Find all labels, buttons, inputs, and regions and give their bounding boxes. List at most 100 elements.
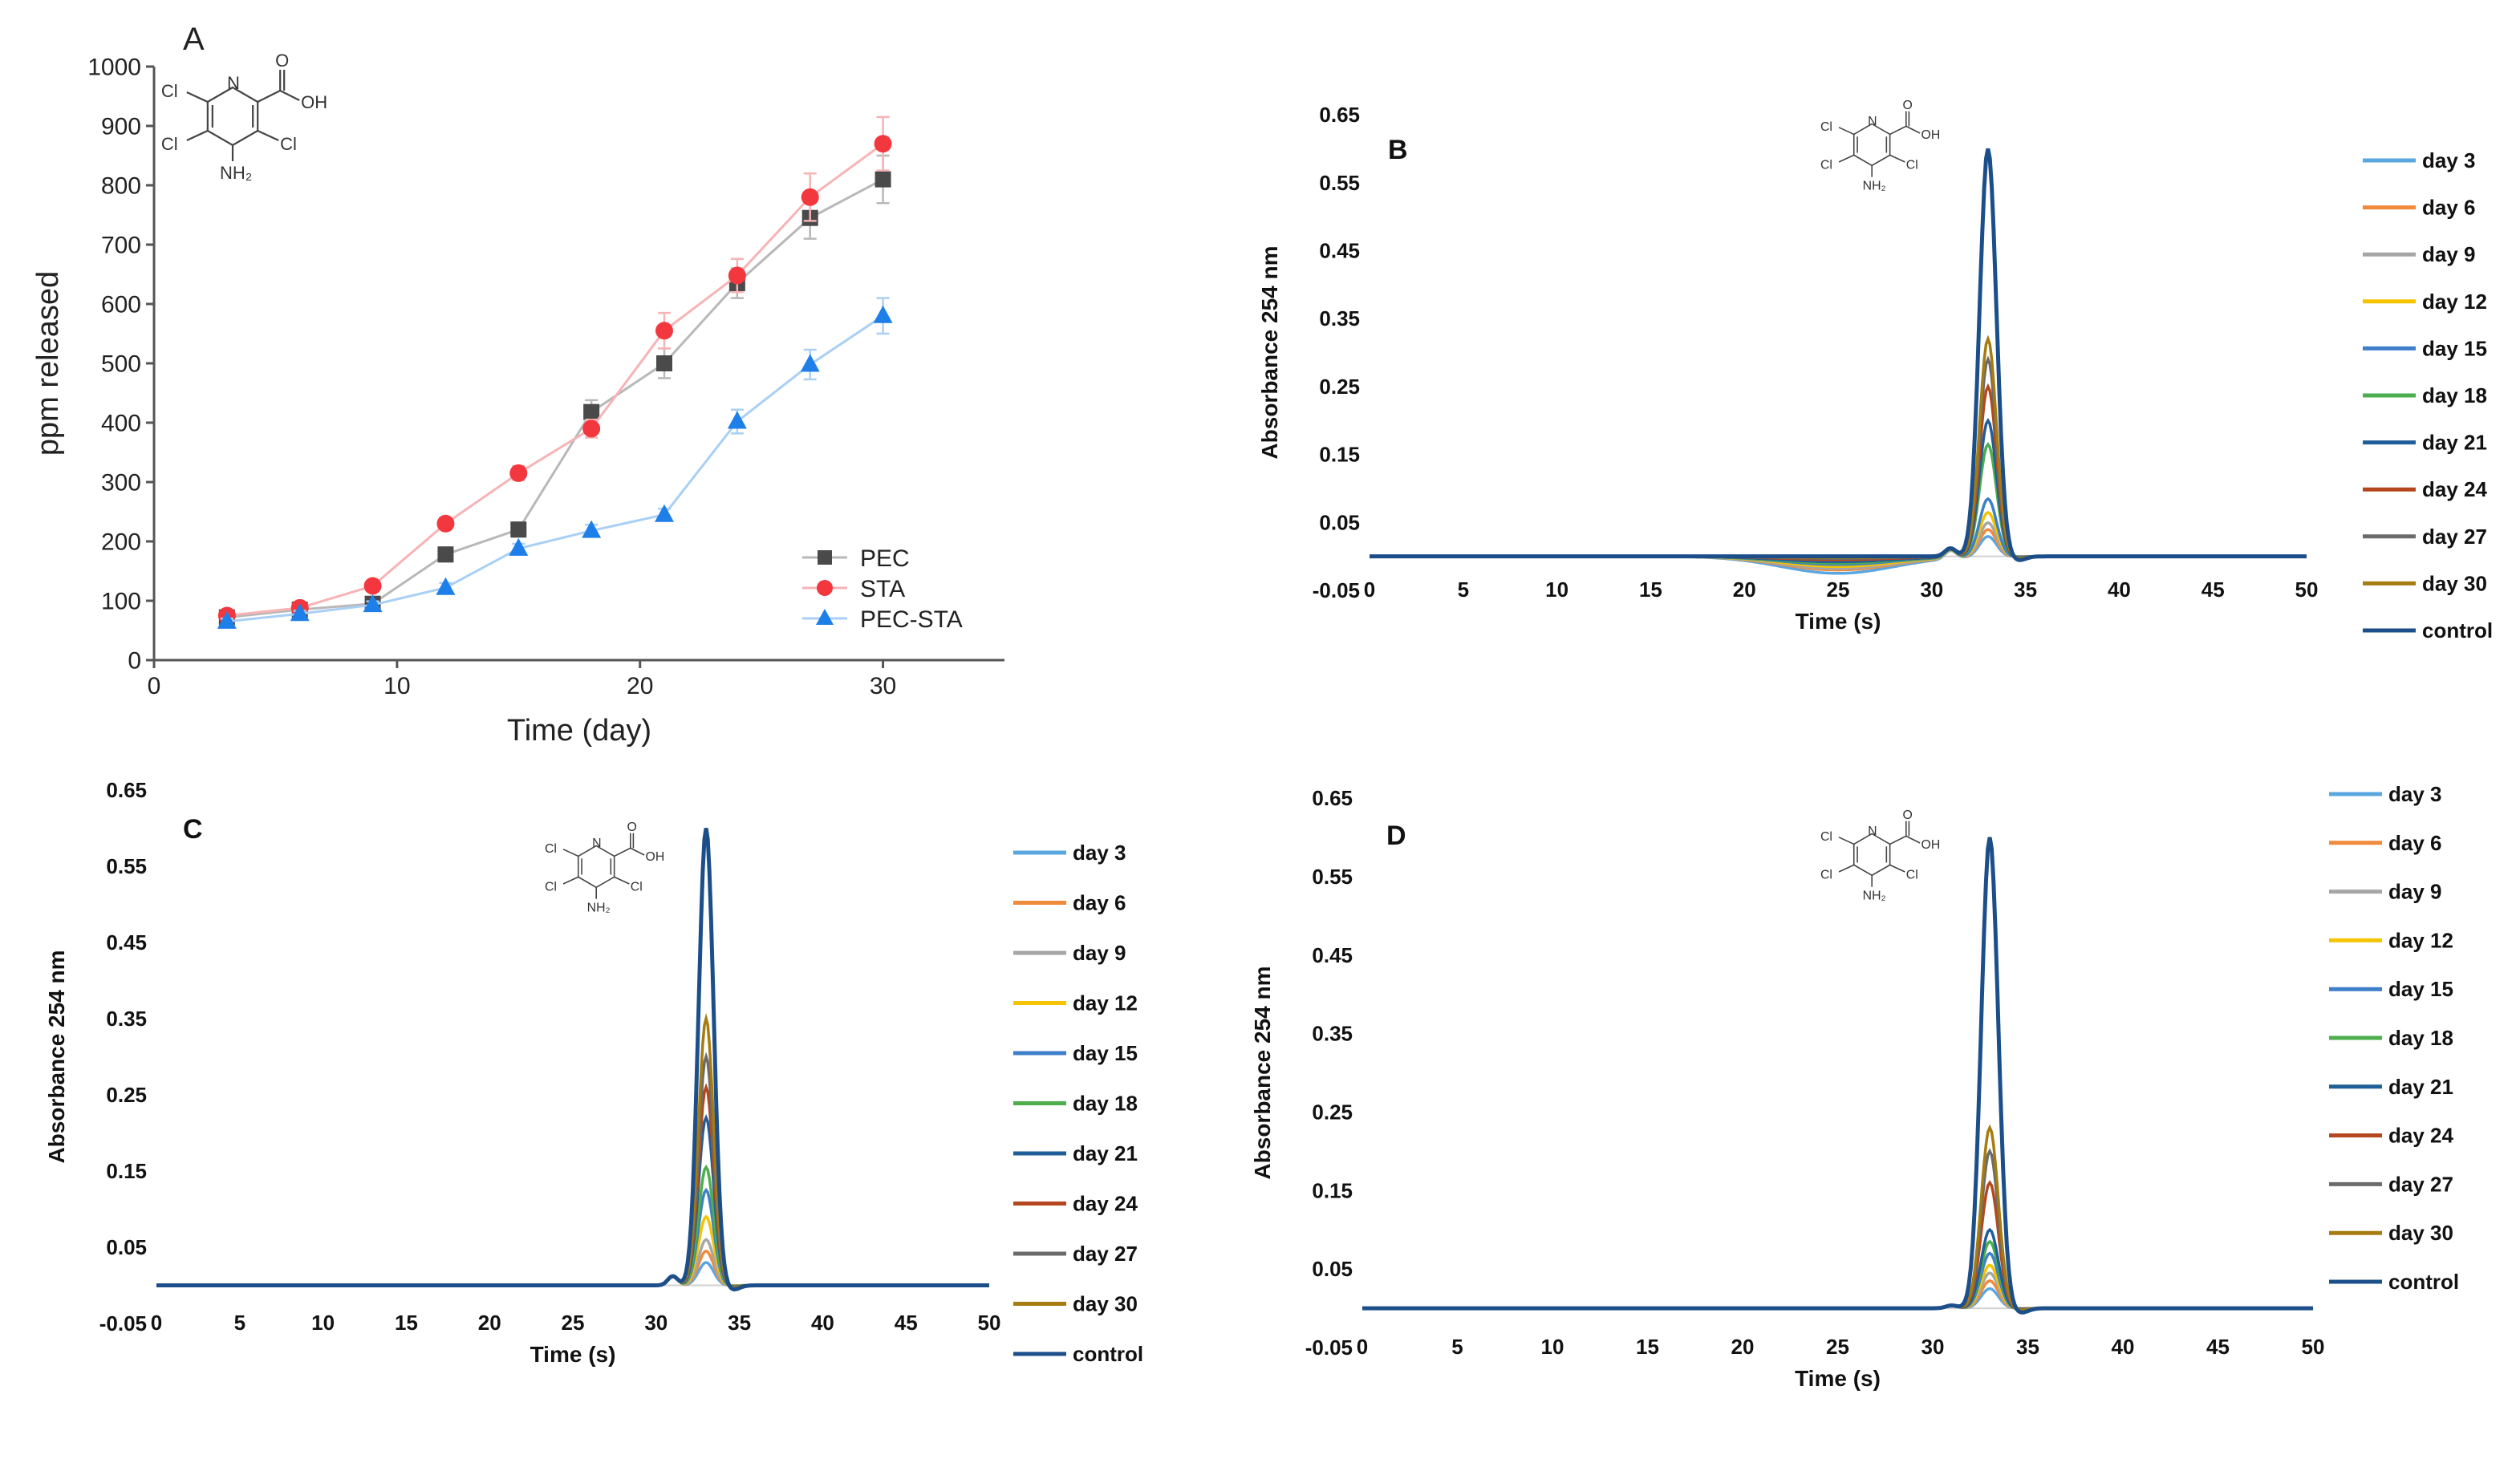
x-axis-label: Time (day) [507, 714, 651, 748]
y-tick-label: 600 [101, 292, 141, 318]
data-point [582, 520, 602, 538]
molecule-cl-label: Cl [1906, 869, 1918, 882]
legend-item: day 24 [2329, 1124, 2453, 1148]
y-axis-label: Absorbance 254 nm [1250, 966, 1275, 1179]
data-point [509, 464, 528, 482]
y-tick-label: 0.15 [1312, 1178, 1353, 1202]
molecule-n-label: N [227, 73, 240, 93]
x-tick-label: 0 [1364, 578, 1375, 602]
legend-item: day 3 [2363, 148, 2476, 172]
molecule-oh-label: OH [646, 850, 665, 864]
legend-label: day 18 [2422, 383, 2487, 407]
legend-item: control [2363, 618, 2493, 642]
x-tick-label: 50 [2302, 1335, 2325, 1359]
legend-item: day 18 [1013, 1092, 1138, 1116]
legend-item: day 12 [2329, 928, 2453, 952]
x-tick-label: 5 [1458, 578, 1469, 602]
data-point [363, 594, 383, 613]
y-tick-label: 500 [101, 351, 141, 378]
y-tick-label: 800 [101, 173, 141, 200]
x-axis-label: Time (s) [530, 1342, 616, 1367]
y-tick-label: 900 [101, 114, 141, 140]
legend-label: day 18 [2388, 1026, 2453, 1050]
molecule-cl-label: Cl [631, 881, 643, 894]
data-point [655, 504, 674, 522]
molecule-o-label: O [1902, 808, 1912, 822]
molecule-nh2-label: NH₂ [220, 163, 252, 183]
legend-label: day 30 [2422, 571, 2487, 595]
panel-letter: B [1388, 135, 1408, 165]
y-tick-label: 0.55 [1319, 171, 1360, 195]
trace-day-24 [156, 1083, 989, 1289]
trace-day-27 [1362, 1148, 2313, 1311]
legend-item: day 18 [2363, 383, 2487, 407]
legend-item: day 27 [2329, 1172, 2453, 1196]
x-tick-label: 5 [1451, 1335, 1463, 1359]
legend-label: day 30 [1073, 1292, 1138, 1316]
x-tick-label: 40 [811, 1311, 834, 1335]
legend-item: PEC [802, 545, 910, 572]
molecule-o-label: O [275, 51, 289, 71]
y-tick-label: 0.25 [1312, 1100, 1353, 1125]
data-point [437, 546, 454, 563]
x-tick-label: 20 [627, 673, 653, 699]
x-tick-label: 30 [870, 673, 896, 699]
molecule-o-label: O [1902, 99, 1912, 112]
chart-panel-b: B -0.05 0.05 0.15 0.25 0.35 0.45 0.55 0.65 0 5 10 15… [1257, 99, 2493, 642]
x-tick-label: 35 [2016, 1335, 2039, 1359]
x-tick-label: 10 [1541, 1335, 1564, 1359]
trace-day-30 [156, 1013, 989, 1290]
legend-label: day 12 [2388, 928, 2453, 952]
trace-day-9 [1362, 1271, 2313, 1311]
data-point [217, 610, 237, 629]
x-tick-label: 25 [1827, 578, 1850, 602]
y-axis-label: Absorbance 254 nm [1257, 245, 1282, 459]
x-tick-label: 15 [1636, 1335, 1659, 1359]
series-line [226, 314, 884, 623]
legend-item: day 21 [2363, 431, 2487, 455]
trace-day-30 [1362, 1124, 2313, 1311]
x-tick-label: 25 [1826, 1335, 1849, 1359]
trace-control [1362, 837, 2313, 1315]
legend-item: day 24 [1013, 1192, 1138, 1216]
x-tick-label: 35 [728, 1311, 751, 1335]
legend-item: day 12 [2363, 290, 2487, 314]
molecule-o-label: O [627, 821, 636, 834]
data-point [436, 514, 455, 533]
x-axis-label: Time (s) [1796, 609, 1881, 634]
legend-label: day 6 [2388, 831, 2442, 855]
trace-day-9 [156, 1238, 989, 1287]
legend-item: day 9 [1013, 941, 1126, 965]
y-tick-label: 0.45 [1312, 943, 1353, 967]
data-point [509, 537, 529, 556]
y-tick-label: -0.05 [1313, 578, 1360, 602]
x-tick-label: 25 [562, 1311, 585, 1335]
y-tick-label: 0.25 [1319, 375, 1360, 399]
legend-label: PEC [860, 545, 910, 572]
legend-label: day 15 [2422, 336, 2487, 360]
y-tick-label: 0.55 [1312, 865, 1353, 889]
molecule-cl-label: Cl [545, 881, 557, 894]
panel-letter: C [183, 814, 203, 845]
trace-day-18 [1370, 442, 2307, 565]
legend-label: day 3 [1073, 841, 1126, 865]
x-tick-label: 20 [478, 1311, 501, 1335]
data-point [436, 577, 456, 595]
x-tick-label: 0 [148, 673, 161, 699]
legend-label: day 9 [1073, 941, 1126, 965]
molecule-cl-label: Cl [280, 134, 297, 154]
legend-item: day 30 [1013, 1292, 1138, 1316]
chart-panel-d: D -0.05 0.05 0.15 0.25 0.35 0.45 0.55 0.65 0 5 10 15… [1250, 782, 2459, 1391]
legend-item: day 21 [1013, 1141, 1138, 1165]
legend-item: day 3 [1013, 841, 1126, 865]
legend-item: day 12 [1013, 991, 1138, 1015]
legend-label: day 18 [1073, 1092, 1138, 1116]
data-point [801, 188, 819, 206]
data-point [582, 419, 601, 438]
trace-day-6 [1362, 1279, 2313, 1311]
legend-label: day 9 [2422, 242, 2476, 266]
x-tick-label: 45 [895, 1311, 918, 1335]
data-point [874, 135, 892, 153]
data-point [290, 603, 310, 622]
